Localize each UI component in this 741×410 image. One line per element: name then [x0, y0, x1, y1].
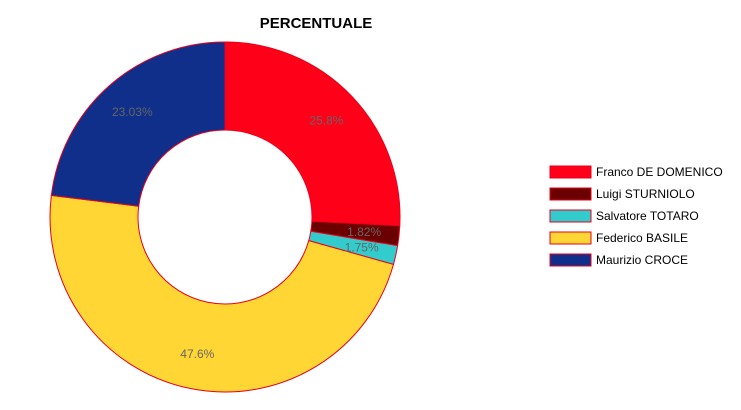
slice-label-franco-de-domenico: 25.8% [309, 114, 343, 128]
legend-label-maurizio-croce: Maurizio CROCE [596, 253, 688, 267]
slice-federico-basile [49, 194, 395, 393]
slice-label-federico-basile: 47.6% [180, 347, 214, 361]
legend-swatch-federico-basile [549, 231, 592, 245]
legend-swatch-luigi-sturniolo [549, 187, 592, 201]
legend-label-franco-de-domenico: Franco DE DOMENICO [596, 165, 723, 179]
legend-swatch-maurizio-croce [549, 253, 592, 267]
slice-franco-de-domenico [224, 41, 401, 227]
chart-title: PERCENTUALE [260, 15, 373, 32]
slice-labels: 25.8% 1.82%1.75% 47.6% 23.03% [112, 105, 382, 361]
chart-legend: Franco DE DOMENICO Luigi STURNIOLO Salvato… [549, 165, 723, 267]
legend-swatch-franco-de-domenico [549, 165, 592, 179]
legend-label-salvatore-totaro: Salvatore TOTARO [596, 209, 699, 223]
legend-label-federico-basile: Federico BASILE [596, 231, 688, 245]
slice-maurizio-croce [50, 41, 226, 207]
slice-label-salvatore-totaro: 1.75% [345, 240, 379, 254]
slice-label-luigi-sturniolo: 1.82% [347, 225, 381, 239]
legend-swatch-salvatore-totaro [549, 209, 592, 223]
legend-label-luigi-sturniolo: Luigi STURNIOLO [596, 187, 695, 201]
slice-label-maurizio-croce: 23.03% [112, 105, 153, 119]
donut-slices [49, 41, 401, 393]
